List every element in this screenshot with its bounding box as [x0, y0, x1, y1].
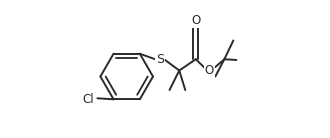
Text: O: O — [205, 64, 214, 77]
Text: S: S — [156, 53, 164, 66]
Text: O: O — [191, 14, 200, 27]
Text: Cl: Cl — [82, 93, 94, 106]
